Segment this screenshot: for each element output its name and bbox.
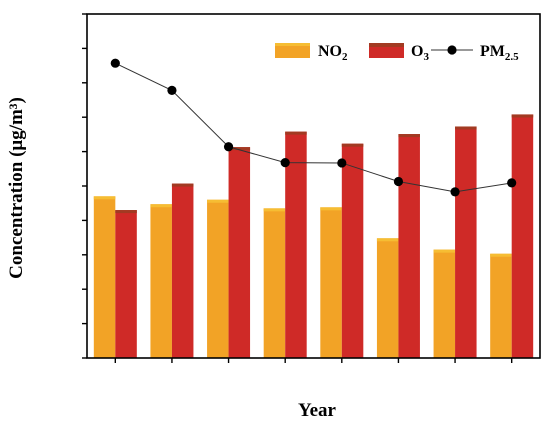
bar-no2-cap-2017: [207, 199, 229, 203]
bar-no2-cap-2019: [320, 207, 342, 211]
line-layer: [110, 58, 517, 197]
bar-no2-cap-2018: [263, 208, 286, 212]
bar-no2-2018: [263, 208, 286, 358]
bar-no2-2022: [490, 253, 512, 358]
bar-o3-2016: [171, 183, 194, 358]
bar-no2-cap-2016: [150, 204, 172, 208]
bar-no2-cap-2015: [93, 196, 116, 200]
legend-label: PM2.5: [480, 43, 519, 63]
legend-label-sub: 2: [342, 51, 348, 63]
legend-swatch-o3-cap: [369, 43, 404, 47]
pm25-point-2020: [393, 176, 404, 187]
bar-no2-2017: [207, 199, 229, 358]
legend-label: O3: [411, 43, 429, 63]
legend-label-main: NO: [318, 43, 342, 60]
legend-label-sub: 2.5: [505, 51, 519, 63]
bar-no2-cap-2021: [433, 249, 456, 253]
pm25-point-2021: [450, 187, 460, 197]
bar-o3-2017: [228, 147, 251, 358]
bar-o3-2015: [115, 210, 137, 358]
bar-no2-cap-2020: [376, 238, 399, 242]
legend: NO2 O3 PM2.5: [275, 43, 519, 63]
bar-no2-2015: [93, 196, 116, 358]
bar-o3-cap-2016: [171, 183, 194, 187]
bar-no2-2016: [150, 204, 172, 358]
legend-swatch-no2-cap: [275, 43, 310, 46]
bar-no2-cap-2022: [490, 253, 512, 257]
pm25-point-2016: [167, 85, 177, 95]
bar-no2-2021: [433, 249, 456, 358]
bar-o3-cap-2017: [228, 147, 251, 151]
bar-o3-2022: [511, 114, 534, 358]
bar-o3-cap-2019: [341, 143, 364, 147]
pm25-point-2015: [110, 58, 120, 68]
pm25-point-2022: [507, 178, 517, 188]
pm25-point-2018: [280, 158, 290, 168]
legend-label-main: O: [411, 43, 423, 60]
legend-label-main: PM: [480, 43, 505, 60]
x-axis-title: Year: [298, 400, 337, 421]
pm25-line: [115, 62, 512, 193]
bar-o3-cap-2022: [511, 114, 534, 118]
bar-o3-2019: [341, 143, 364, 358]
bar-o3-cap-2018: [285, 131, 307, 135]
bar-o3-cap-2020: [398, 134, 420, 138]
bar-o3-2020: [398, 134, 420, 358]
pm25-point-2017: [223, 142, 234, 152]
bar-no2-2020: [376, 238, 399, 358]
bar-o3-cap-2015: [115, 210, 137, 214]
legend-marker-pm25: [447, 45, 457, 55]
bar-o3-2018: [285, 131, 307, 358]
legend-label-sub: 3: [423, 51, 429, 63]
y-axis-title: Concentration (μg/m³): [6, 97, 27, 279]
bar-o3-2021: [455, 126, 477, 358]
pm25-point-2019: [337, 158, 347, 168]
legend-swatch-no2: [275, 43, 310, 58]
bars-layer: [93, 114, 534, 358]
axes-layer: [82, 13, 541, 363]
legend-label: NO2: [318, 43, 348, 63]
bar-no2-2019: [320, 207, 342, 358]
bar-o3-cap-2021: [455, 126, 477, 130]
